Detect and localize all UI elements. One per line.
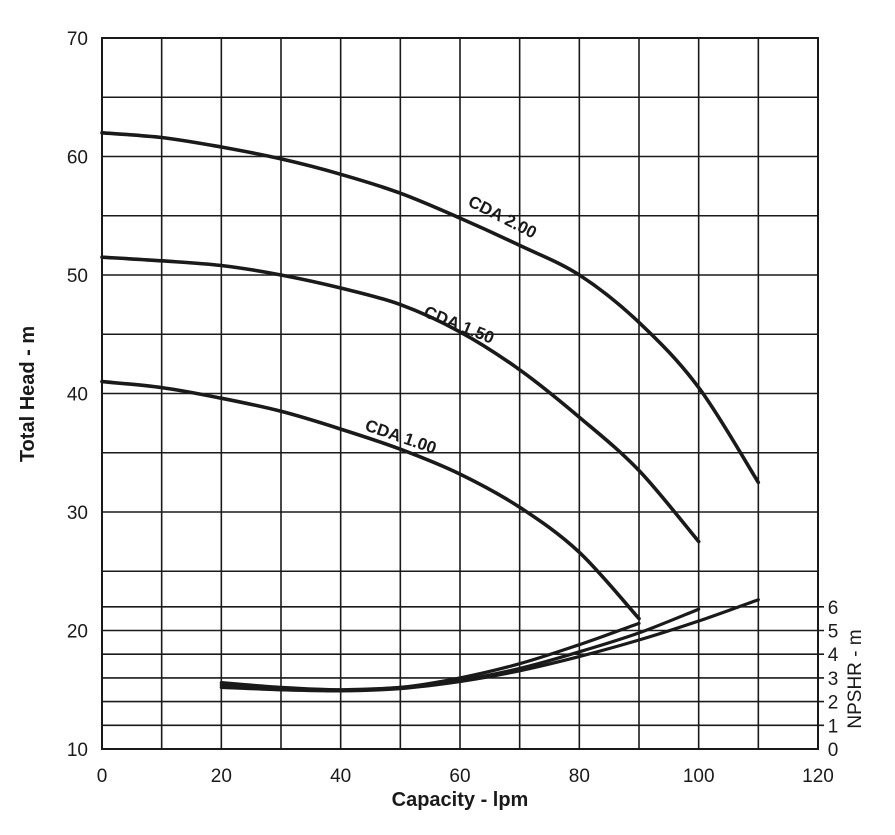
npshr-tick-label: 3 [828, 669, 839, 690]
npshr-tick-label: 6 [828, 598, 839, 619]
x-tick-label: 0 [97, 766, 108, 787]
x-tick-label: 40 [330, 766, 351, 787]
y-tick-label: 40 [67, 385, 88, 406]
npshr-tick-label: 1 [828, 716, 839, 737]
curve-label: CDA 2.00 [465, 192, 540, 243]
curve-label: CDA 1.50 [421, 302, 497, 347]
npshr-grid [102, 605, 824, 727]
npshr-tick-labels: 0 12 3 45 6 [828, 598, 839, 761]
y-tick-label: 30 [67, 503, 88, 524]
head-curve [100, 255, 701, 544]
x-tick-labels: 0 20 40 60 80 100 120 [97, 766, 834, 787]
x-tick-label: 60 [449, 766, 470, 787]
x-tick-label: 80 [569, 766, 590, 787]
npshr-curves [219, 598, 760, 693]
x-tick-label: 20 [211, 766, 232, 787]
head-curve [100, 131, 761, 485]
y-tick-label: 10 [67, 740, 88, 761]
y-tick-label: 20 [67, 622, 88, 643]
x-axis-title: Capacity - lpm [392, 789, 529, 811]
y-axis-title: Total Head - m [17, 326, 39, 462]
npshr-tick-label: 4 [828, 645, 839, 666]
head-curves [100, 131, 761, 621]
npshr-tick-label: 2 [828, 693, 839, 714]
plot-frame [101, 37, 819, 750]
grid [102, 38, 818, 749]
y-tick-label: 50 [67, 266, 88, 287]
npshr-axis-title: NPSHR - m [845, 629, 866, 728]
y-tick-label: 60 [67, 148, 88, 169]
npshr-curve [219, 598, 760, 693]
y-tick-label: 70 [67, 29, 88, 50]
y-tick-labels: 10 20 30 40 50 60 70 [67, 29, 88, 761]
npshr-tick-label: 0 [828, 740, 839, 761]
npshr-tick-label: 5 [828, 622, 839, 643]
head-curve [100, 379, 641, 621]
x-tick-label: 100 [683, 766, 715, 787]
x-tick-label: 120 [802, 766, 834, 787]
